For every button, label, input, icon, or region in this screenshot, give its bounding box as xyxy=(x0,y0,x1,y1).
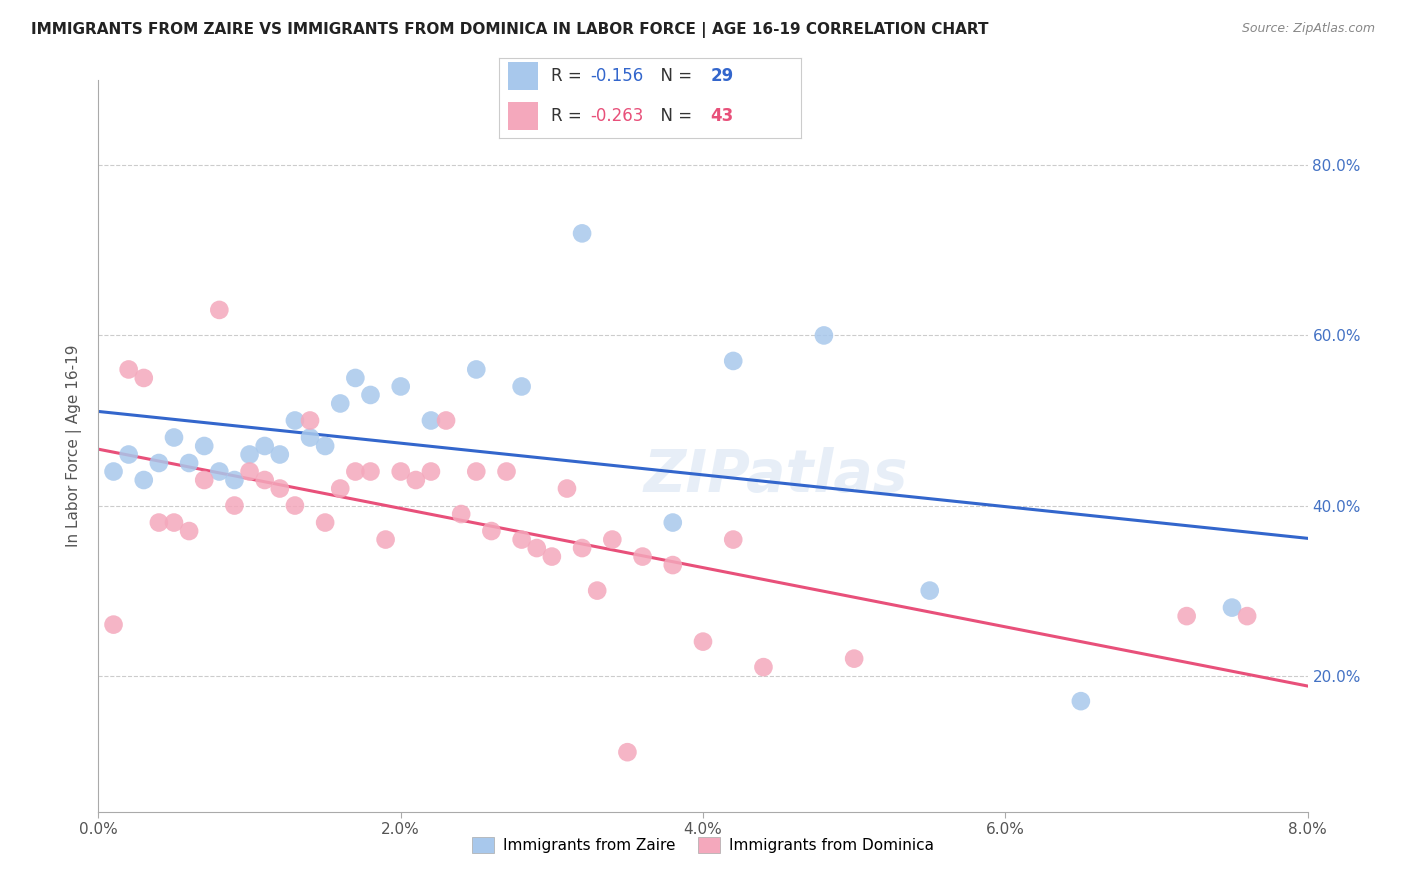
Point xyxy=(752,660,775,674)
Point xyxy=(510,379,533,393)
Y-axis label: In Labor Force | Age 16-19: In Labor Force | Age 16-19 xyxy=(66,344,83,548)
Point xyxy=(571,227,593,241)
Point xyxy=(602,533,624,547)
Point xyxy=(193,473,215,487)
Text: IMMIGRANTS FROM ZAIRE VS IMMIGRANTS FROM DOMINICA IN LABOR FORCE | AGE 16-19 COR: IMMIGRANTS FROM ZAIRE VS IMMIGRANTS FROM… xyxy=(31,22,988,38)
Point xyxy=(540,549,562,564)
Text: N =: N = xyxy=(650,107,697,125)
Point xyxy=(253,439,276,453)
Point xyxy=(344,371,367,385)
Point xyxy=(148,516,170,530)
Point xyxy=(918,583,941,598)
Point xyxy=(526,541,548,555)
Text: 43: 43 xyxy=(710,107,734,125)
Point xyxy=(360,388,382,402)
Point xyxy=(374,533,396,547)
Point xyxy=(253,473,276,487)
Point xyxy=(571,541,593,555)
Point xyxy=(118,362,141,376)
Point xyxy=(661,558,683,572)
Text: N =: N = xyxy=(650,67,697,85)
FancyBboxPatch shape xyxy=(508,62,538,90)
Point xyxy=(329,396,352,410)
Point xyxy=(269,482,291,496)
Point xyxy=(163,516,186,530)
Point xyxy=(465,362,488,376)
Point xyxy=(179,456,201,470)
Point xyxy=(269,448,291,462)
Point xyxy=(1236,609,1258,624)
Point xyxy=(284,499,307,513)
Point xyxy=(844,651,866,665)
Point xyxy=(314,439,336,453)
Point xyxy=(118,448,141,462)
Point xyxy=(586,583,609,598)
Point xyxy=(329,482,352,496)
Point xyxy=(208,465,231,479)
Point xyxy=(1175,609,1198,624)
Text: -0.156: -0.156 xyxy=(591,67,643,85)
Point xyxy=(132,371,155,385)
Point xyxy=(692,634,714,648)
Point xyxy=(103,465,125,479)
Point xyxy=(132,473,155,487)
Point xyxy=(299,413,322,427)
Point xyxy=(450,507,472,521)
Text: Source: ZipAtlas.com: Source: ZipAtlas.com xyxy=(1241,22,1375,36)
FancyBboxPatch shape xyxy=(508,103,538,130)
Point xyxy=(389,379,412,393)
Point xyxy=(813,328,835,343)
Point xyxy=(723,354,745,368)
Point xyxy=(208,302,231,317)
Point xyxy=(616,745,638,759)
Point xyxy=(163,430,186,444)
Text: -0.263: -0.263 xyxy=(591,107,643,125)
Point xyxy=(420,413,443,427)
Point xyxy=(103,617,125,632)
Point xyxy=(1070,694,1092,708)
Point xyxy=(661,516,683,530)
Point xyxy=(299,430,322,444)
Point xyxy=(224,499,246,513)
Point xyxy=(284,413,307,427)
Point xyxy=(405,473,427,487)
Point xyxy=(224,473,246,487)
Point xyxy=(465,465,488,479)
Text: R =: R = xyxy=(551,107,586,125)
Point xyxy=(1220,600,1243,615)
Point xyxy=(179,524,201,538)
Point xyxy=(360,465,382,479)
Point xyxy=(481,524,503,538)
Point xyxy=(314,516,336,530)
Text: ZIPatlas: ZIPatlas xyxy=(644,447,908,504)
Point xyxy=(555,482,578,496)
Point xyxy=(389,465,412,479)
Text: 29: 29 xyxy=(710,67,734,85)
Point xyxy=(148,456,170,470)
Point xyxy=(495,465,517,479)
Point xyxy=(193,439,215,453)
Legend: Immigrants from Zaire, Immigrants from Dominica: Immigrants from Zaire, Immigrants from D… xyxy=(467,830,939,859)
Point xyxy=(420,465,443,479)
Point xyxy=(239,448,262,462)
Point xyxy=(723,533,745,547)
Point xyxy=(510,533,533,547)
Point xyxy=(239,465,262,479)
Point xyxy=(434,413,457,427)
Point xyxy=(344,465,367,479)
Text: R =: R = xyxy=(551,67,586,85)
Point xyxy=(631,549,654,564)
